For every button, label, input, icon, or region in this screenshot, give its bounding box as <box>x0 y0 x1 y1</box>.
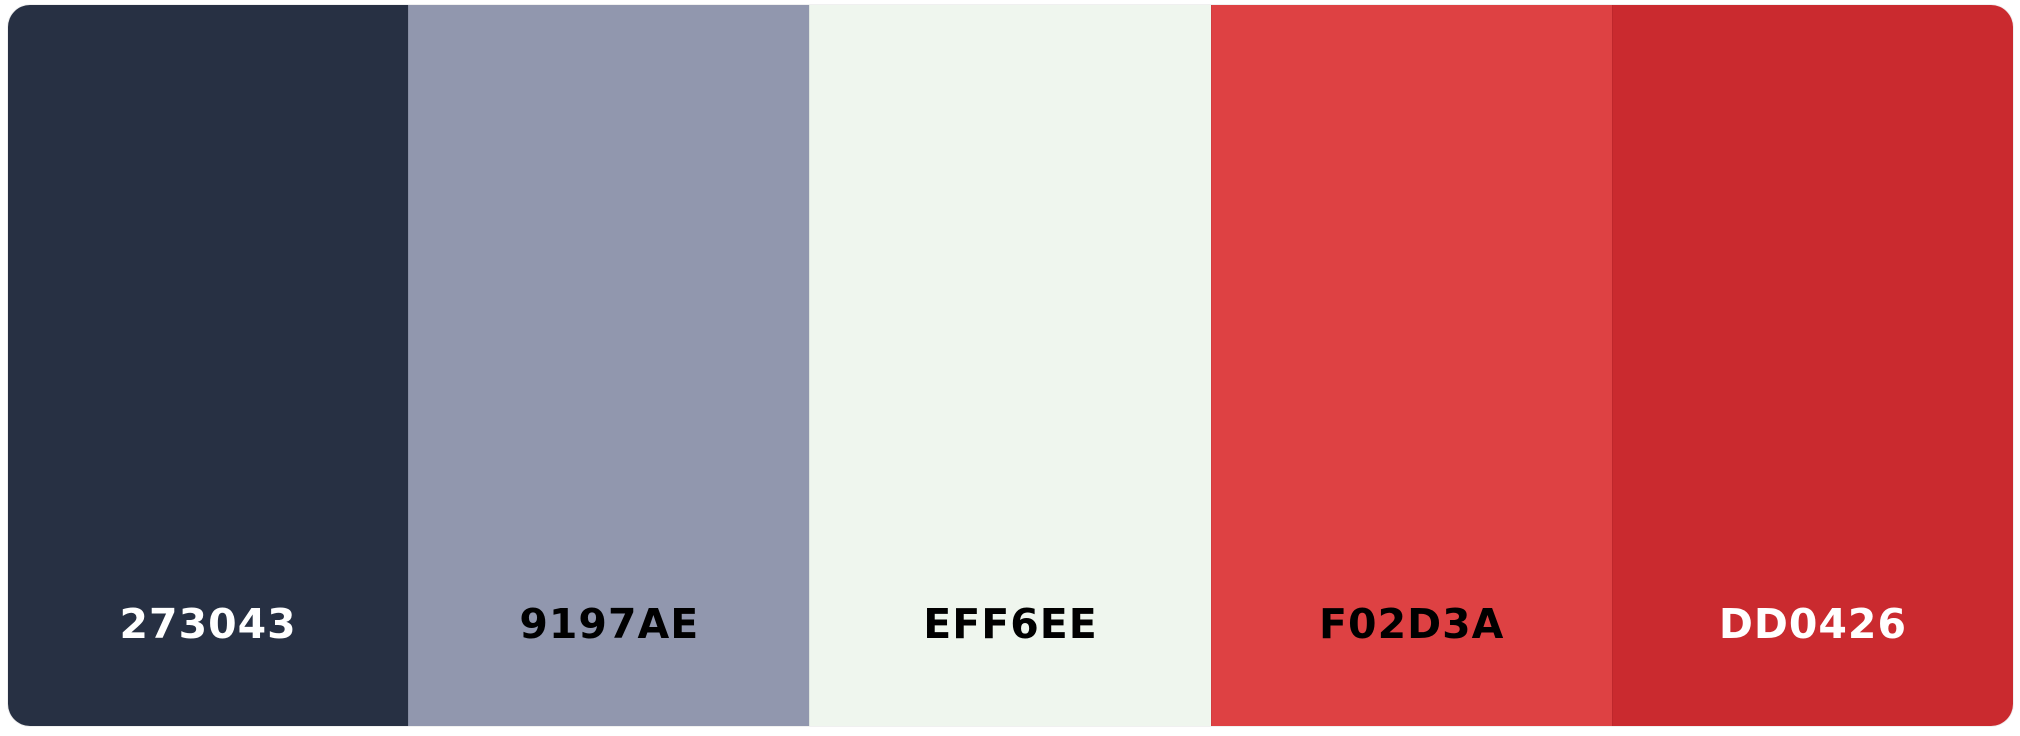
color-swatch-5[interactable]: DD0426 <box>1611 5 2013 726</box>
color-swatch-1[interactable]: 273043 <box>8 5 409 726</box>
color-swatch-3[interactable]: EFF6EE <box>809 5 1211 726</box>
hex-label: EFF6EE <box>923 600 1098 648</box>
hex-label: DD0426 <box>1718 600 1907 648</box>
hex-label: 273043 <box>119 600 297 648</box>
hex-label: 9197AE <box>519 600 700 648</box>
color-swatch-2[interactable]: 9197AE <box>408 5 810 726</box>
color-swatch-4[interactable]: F02D3A <box>1210 5 1612 726</box>
color-palette: 273043 9197AE EFF6EE F02D3A DD0426 <box>8 5 2013 726</box>
hex-label: F02D3A <box>1319 600 1505 648</box>
